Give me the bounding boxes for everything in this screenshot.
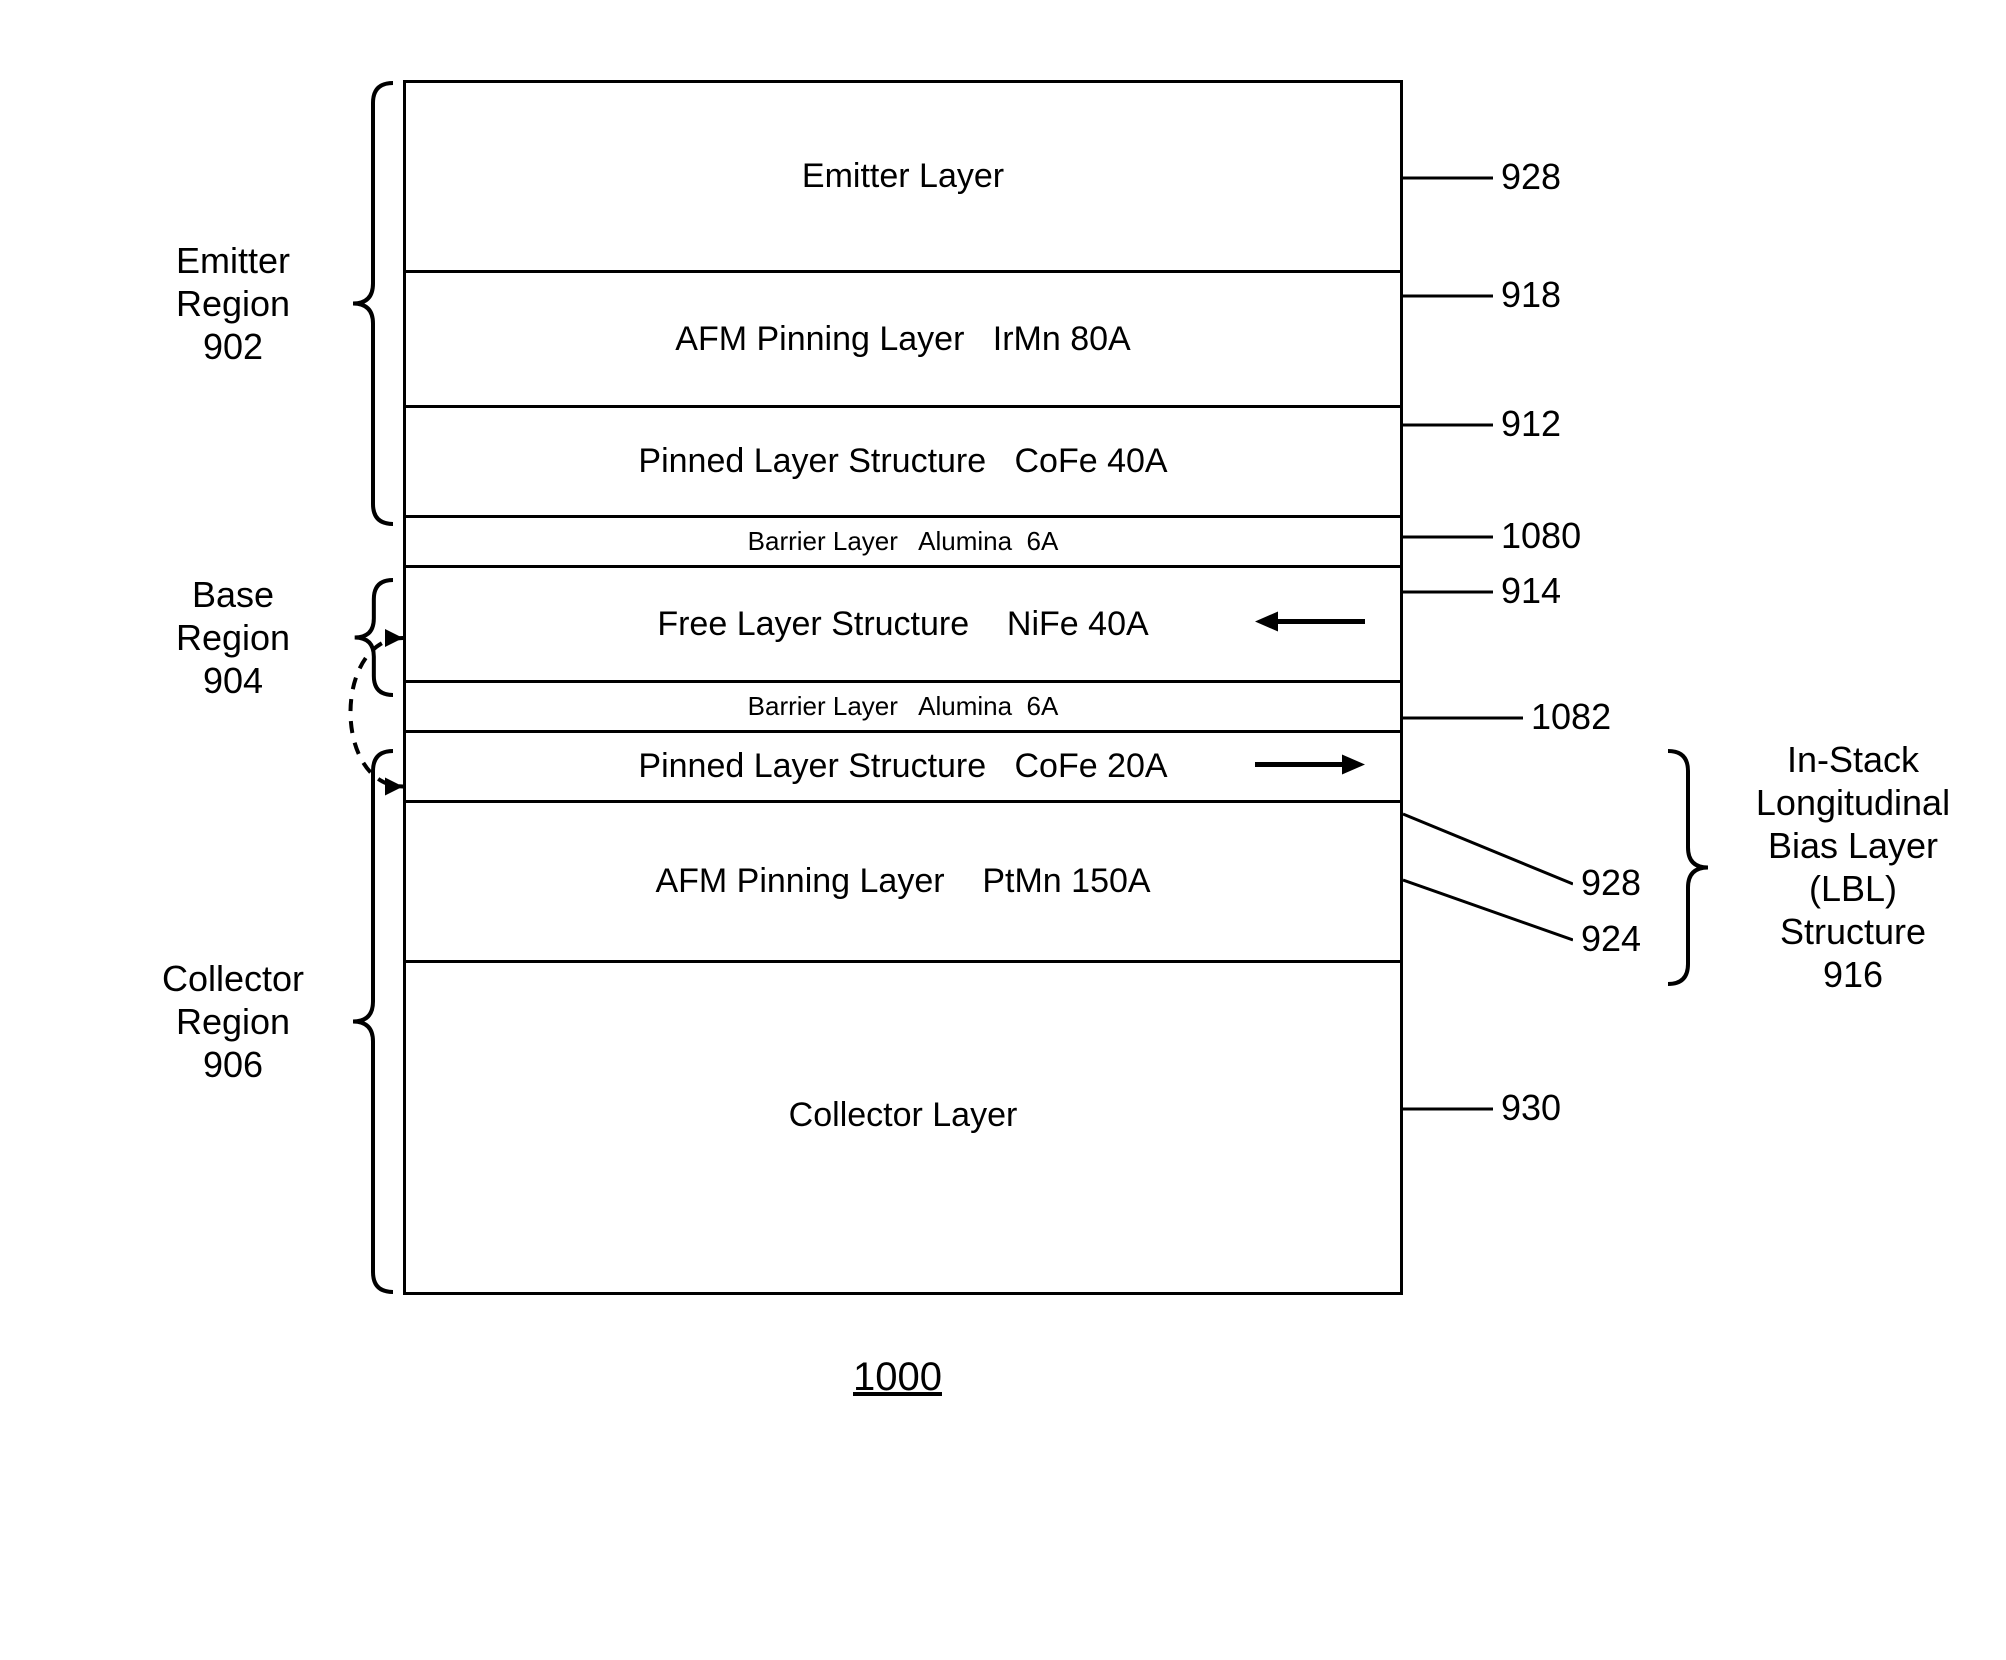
direction-arrow-pinned2 (1250, 749, 1370, 784)
layer-pinned1: Pinned Layer Structure CoFe 40A (406, 408, 1400, 518)
ref-leader-930-8 (1403, 1099, 1493, 1124)
direction-arrow-free (1250, 607, 1370, 642)
layer-label-barrier1: Barrier Layer Alumina 6A (748, 526, 1059, 557)
figure-number: 1000 (853, 1355, 942, 1400)
left-region-label-0: Emitter Region 902 (138, 239, 328, 369)
ref-num-924-7: 924 (1581, 918, 1641, 960)
ref-num-928-6: 928 (1581, 862, 1641, 904)
ref-num-928-0: 928 (1501, 156, 1561, 198)
ref-num-918-1: 918 (1501, 274, 1561, 316)
ref-num-1080-3: 1080 (1501, 515, 1581, 557)
layer-label-pinned2: Pinned Layer Structure CoFe 20A (638, 747, 1167, 786)
left-region-label-2: Collector Region 906 (138, 957, 328, 1087)
layer-stack: Emitter Layer AFM Pinning Layer IrMn 80A P… (403, 80, 1403, 1295)
layer-barrier1: Barrier Layer Alumina 6A (406, 518, 1400, 568)
ref-leader-928-0 (1403, 168, 1493, 193)
layer-afm2: AFM Pinning Layer PtMn 150A (406, 803, 1400, 963)
ref-leader-1080-3 (1403, 527, 1493, 552)
ref-leader-914-4 (1403, 582, 1493, 607)
right-brace-lbl (1668, 751, 1723, 989)
ref-num-1082-5: 1082 (1531, 696, 1611, 738)
ref-num-914-4: 914 (1501, 570, 1561, 612)
layer-label-barrier2: Barrier Layer Alumina 6A (748, 691, 1059, 722)
layer-pinned2: Pinned Layer Structure CoFe 20A (406, 733, 1400, 803)
ref-leader-912-2 (1403, 415, 1493, 440)
layer-afm1: AFM Pinning Layer IrMn 80A (406, 273, 1400, 408)
layer-label-pinned1: Pinned Layer Structure CoFe 40A (638, 442, 1167, 481)
layer-emitter: Emitter Layer (406, 83, 1400, 273)
ref-leader-924-7 (1403, 870, 1573, 955)
ref-num-912-2: 912 (1501, 403, 1561, 445)
layer-free: Free Layer Structure NiFe 40A (406, 568, 1400, 683)
layer-barrier2: Barrier Layer Alumina 6A (406, 683, 1400, 733)
layer-collector: Collector Layer (406, 963, 1400, 1268)
layer-label-collector: Collector Layer (789, 1096, 1018, 1135)
layer-label-emitter: Emitter Layer (802, 157, 1004, 196)
layer-label-free: Free Layer Structure NiFe 40A (657, 605, 1148, 644)
ref-leader-1082-5 (1403, 708, 1523, 733)
diagram-root: Emitter Layer AFM Pinning Layer IrMn 80A P… (43, 40, 1963, 1620)
ref-num-930-8: 930 (1501, 1087, 1561, 1129)
right-brace-label: In-Stack Longitudinal Bias Layer (LBL) S… (1738, 738, 1968, 997)
ref-leader-918-1 (1403, 286, 1493, 311)
layer-label-afm1: AFM Pinning Layer IrMn 80A (675, 320, 1130, 359)
dashed-coupling-arrow (313, 618, 413, 812)
left-brace-2 (338, 751, 393, 1297)
layer-label-afm2: AFM Pinning Layer PtMn 150A (655, 862, 1150, 901)
left-brace-0 (338, 83, 393, 529)
left-region-label-1: Base Region 904 (138, 573, 328, 703)
